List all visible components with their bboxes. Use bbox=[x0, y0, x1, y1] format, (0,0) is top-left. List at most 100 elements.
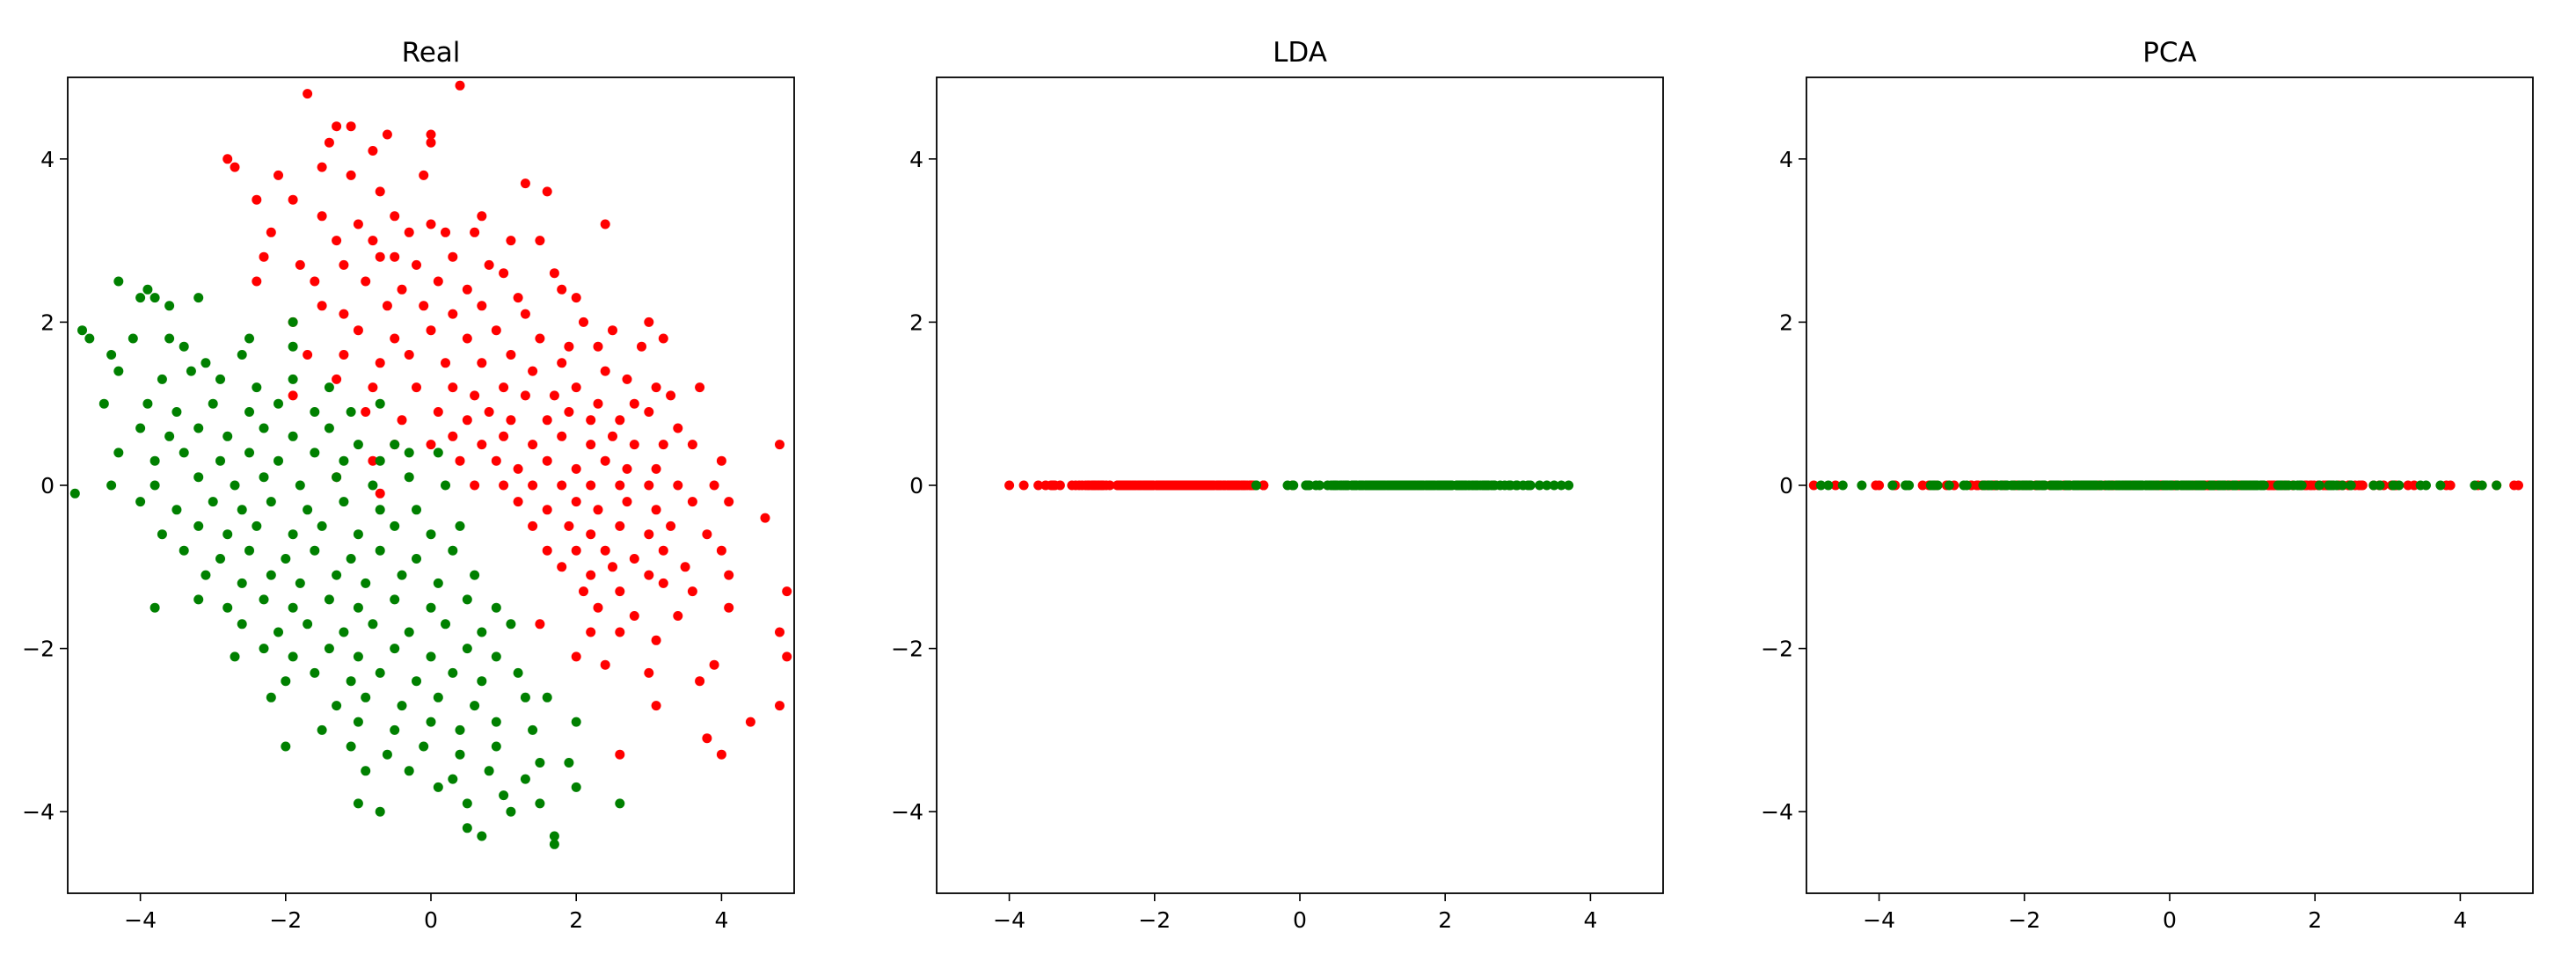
data-point bbox=[223, 602, 233, 613]
data-point bbox=[1490, 480, 1500, 491]
data-point bbox=[644, 407, 654, 417]
data-point bbox=[288, 431, 298, 441]
data-point bbox=[274, 398, 283, 409]
data-point bbox=[1522, 480, 1533, 491]
data-point bbox=[2240, 480, 2251, 491]
data-point bbox=[1167, 480, 1178, 491]
data-point bbox=[1929, 480, 1939, 491]
data-point bbox=[513, 497, 523, 507]
points-group bbox=[1808, 480, 2523, 491]
data-point bbox=[2470, 480, 2480, 491]
data-point bbox=[84, 333, 95, 344]
data-point bbox=[651, 635, 661, 645]
data-point bbox=[1201, 480, 1212, 491]
data-point bbox=[593, 505, 603, 515]
data-point bbox=[579, 586, 588, 597]
subplot-real: Real −4 −2 0 2 4 −4 −2 0 2 4 bbox=[22, 37, 795, 933]
data-point bbox=[128, 333, 138, 344]
data-point bbox=[390, 644, 400, 654]
data-point bbox=[179, 545, 189, 556]
data-point bbox=[658, 333, 668, 344]
data-point bbox=[433, 276, 443, 287]
data-point bbox=[455, 455, 465, 466]
data-point bbox=[2118, 480, 2127, 491]
data-point bbox=[513, 293, 523, 303]
data-point bbox=[339, 309, 349, 319]
data-point bbox=[542, 692, 552, 702]
data-point bbox=[317, 162, 327, 172]
data-point bbox=[644, 667, 654, 678]
data-point bbox=[142, 398, 153, 409]
data-point bbox=[426, 325, 436, 336]
data-point bbox=[477, 676, 487, 687]
data-point bbox=[135, 423, 146, 433]
data-point bbox=[491, 741, 501, 752]
data-point bbox=[1040, 480, 1051, 491]
data-point bbox=[2514, 480, 2523, 491]
data-point bbox=[542, 415, 552, 426]
data-point bbox=[2164, 480, 2175, 491]
data-point bbox=[528, 440, 538, 450]
data-point bbox=[615, 586, 625, 597]
data-point bbox=[106, 480, 117, 491]
data-point bbox=[368, 619, 378, 630]
data-point bbox=[353, 798, 363, 809]
data-point bbox=[455, 749, 465, 760]
data-point bbox=[1944, 480, 1954, 491]
data-point bbox=[557, 480, 567, 491]
data-point bbox=[499, 268, 509, 279]
data-point bbox=[397, 415, 407, 426]
data-point bbox=[390, 724, 400, 735]
data-point bbox=[695, 676, 705, 687]
data-point bbox=[2131, 480, 2142, 491]
data-point bbox=[542, 505, 552, 515]
data-point bbox=[2171, 480, 2182, 491]
y-tick-label: 0 bbox=[909, 473, 923, 499]
data-point bbox=[695, 382, 705, 393]
data-point bbox=[629, 611, 639, 621]
data-point bbox=[2207, 480, 2218, 491]
data-point bbox=[2032, 480, 2042, 491]
data-point bbox=[477, 211, 487, 222]
data-point bbox=[266, 497, 276, 507]
data-point bbox=[658, 440, 668, 450]
data-point bbox=[346, 554, 356, 564]
subplot-title: Real bbox=[402, 37, 461, 69]
points-group bbox=[69, 80, 792, 849]
data-point bbox=[724, 497, 734, 507]
data-point bbox=[499, 790, 509, 801]
data-point bbox=[142, 284, 153, 295]
data-point bbox=[426, 529, 436, 540]
data-point bbox=[528, 520, 538, 531]
data-point bbox=[397, 701, 407, 711]
data-point bbox=[310, 545, 320, 556]
data-point bbox=[157, 529, 167, 540]
data-point bbox=[1980, 480, 1989, 491]
data-point bbox=[600, 366, 610, 376]
data-point bbox=[2039, 480, 2049, 491]
data-point bbox=[477, 358, 487, 368]
data-point bbox=[368, 236, 378, 246]
data-point bbox=[2314, 480, 2324, 491]
data-point bbox=[557, 284, 567, 295]
y-tick-label: 4 bbox=[909, 147, 923, 172]
data-point bbox=[1004, 480, 1015, 491]
data-point bbox=[259, 423, 269, 433]
data-point bbox=[223, 154, 233, 164]
data-point bbox=[208, 398, 218, 409]
data-point bbox=[1434, 480, 1445, 491]
data-point bbox=[1098, 480, 1109, 491]
data-point bbox=[564, 758, 574, 768]
data-point bbox=[164, 301, 175, 311]
data-point bbox=[375, 251, 385, 262]
data-point bbox=[1442, 480, 1453, 491]
data-point bbox=[412, 554, 421, 564]
data-point bbox=[571, 382, 581, 393]
data-point bbox=[2477, 480, 2487, 491]
data-point bbox=[433, 692, 443, 702]
subplot-title: PCA bbox=[2142, 37, 2197, 69]
data-point bbox=[375, 398, 385, 409]
data-point bbox=[412, 505, 421, 515]
data-point bbox=[586, 415, 596, 426]
